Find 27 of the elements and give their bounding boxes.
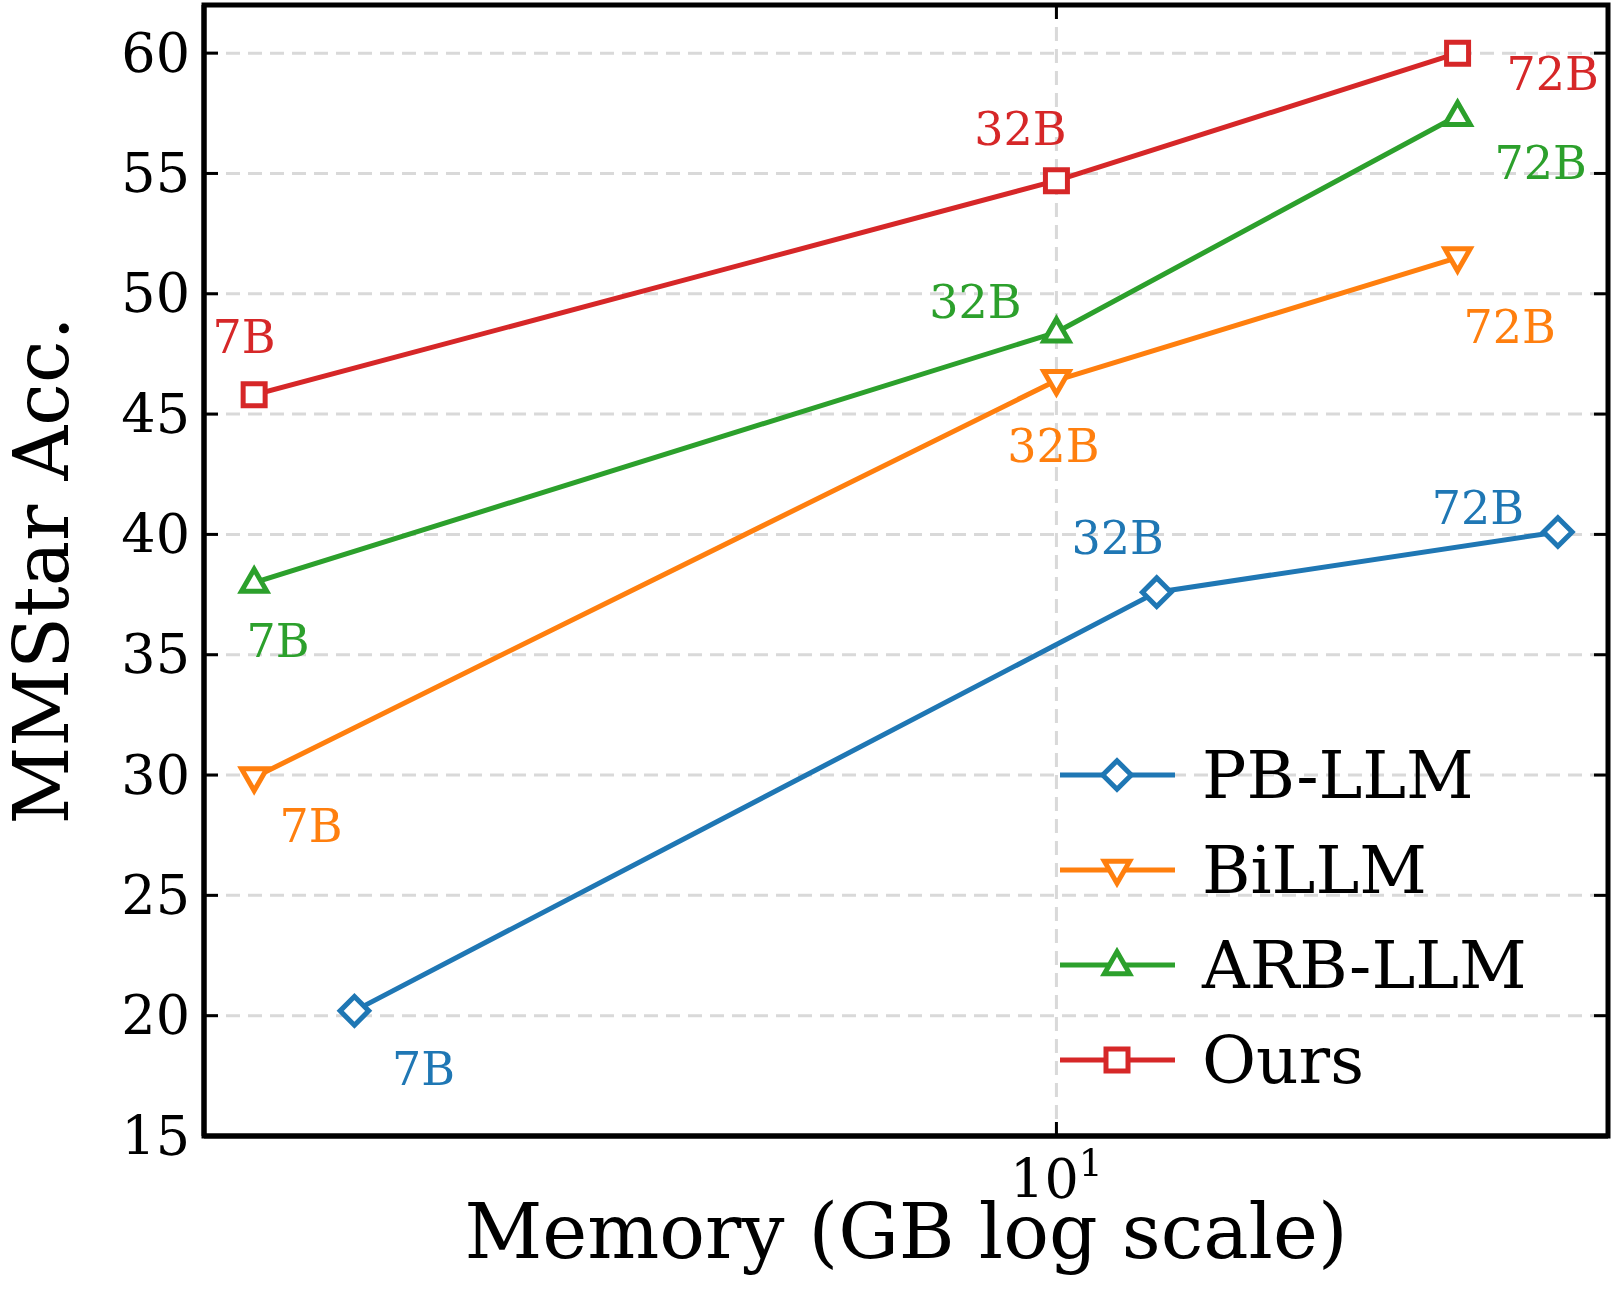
- annotation: 7B: [391, 1041, 455, 1096]
- annotation: 72B: [1463, 299, 1556, 354]
- annotation: 32B: [974, 101, 1067, 156]
- y-tick-label: 45: [121, 382, 190, 446]
- annotation: 72B: [1494, 135, 1587, 190]
- annotation: 32B: [929, 275, 1022, 330]
- legend-label: PB-LLM: [1202, 736, 1474, 814]
- y-tick-label: 35: [121, 623, 190, 687]
- annotation: 7B: [212, 309, 276, 364]
- legend-label: Ours: [1202, 1021, 1365, 1099]
- annotation: 72B: [1506, 47, 1599, 102]
- annotation: 32B: [1071, 511, 1164, 566]
- annotation: 72B: [1431, 481, 1525, 535]
- y-tick-label: 50: [121, 262, 190, 326]
- y-tick-label: 15: [121, 1104, 190, 1168]
- annotation: 32B: [1007, 419, 1100, 474]
- y-axis-title: MMStar Acc.: [0, 316, 86, 825]
- y-tick-label: 55: [121, 141, 190, 205]
- y-tick-label: 30: [121, 743, 190, 807]
- y-tick-label: 40: [121, 502, 190, 566]
- y-tick-label: 25: [121, 863, 190, 927]
- legend-label: BiLLM: [1202, 831, 1427, 909]
- annotation: 7B: [246, 613, 310, 668]
- y-tick-label: 60: [121, 21, 190, 85]
- annotation: 7B: [279, 799, 343, 854]
- y-tick-label: 20: [121, 984, 190, 1048]
- legend-label: ARB-LLM: [1201, 926, 1527, 1004]
